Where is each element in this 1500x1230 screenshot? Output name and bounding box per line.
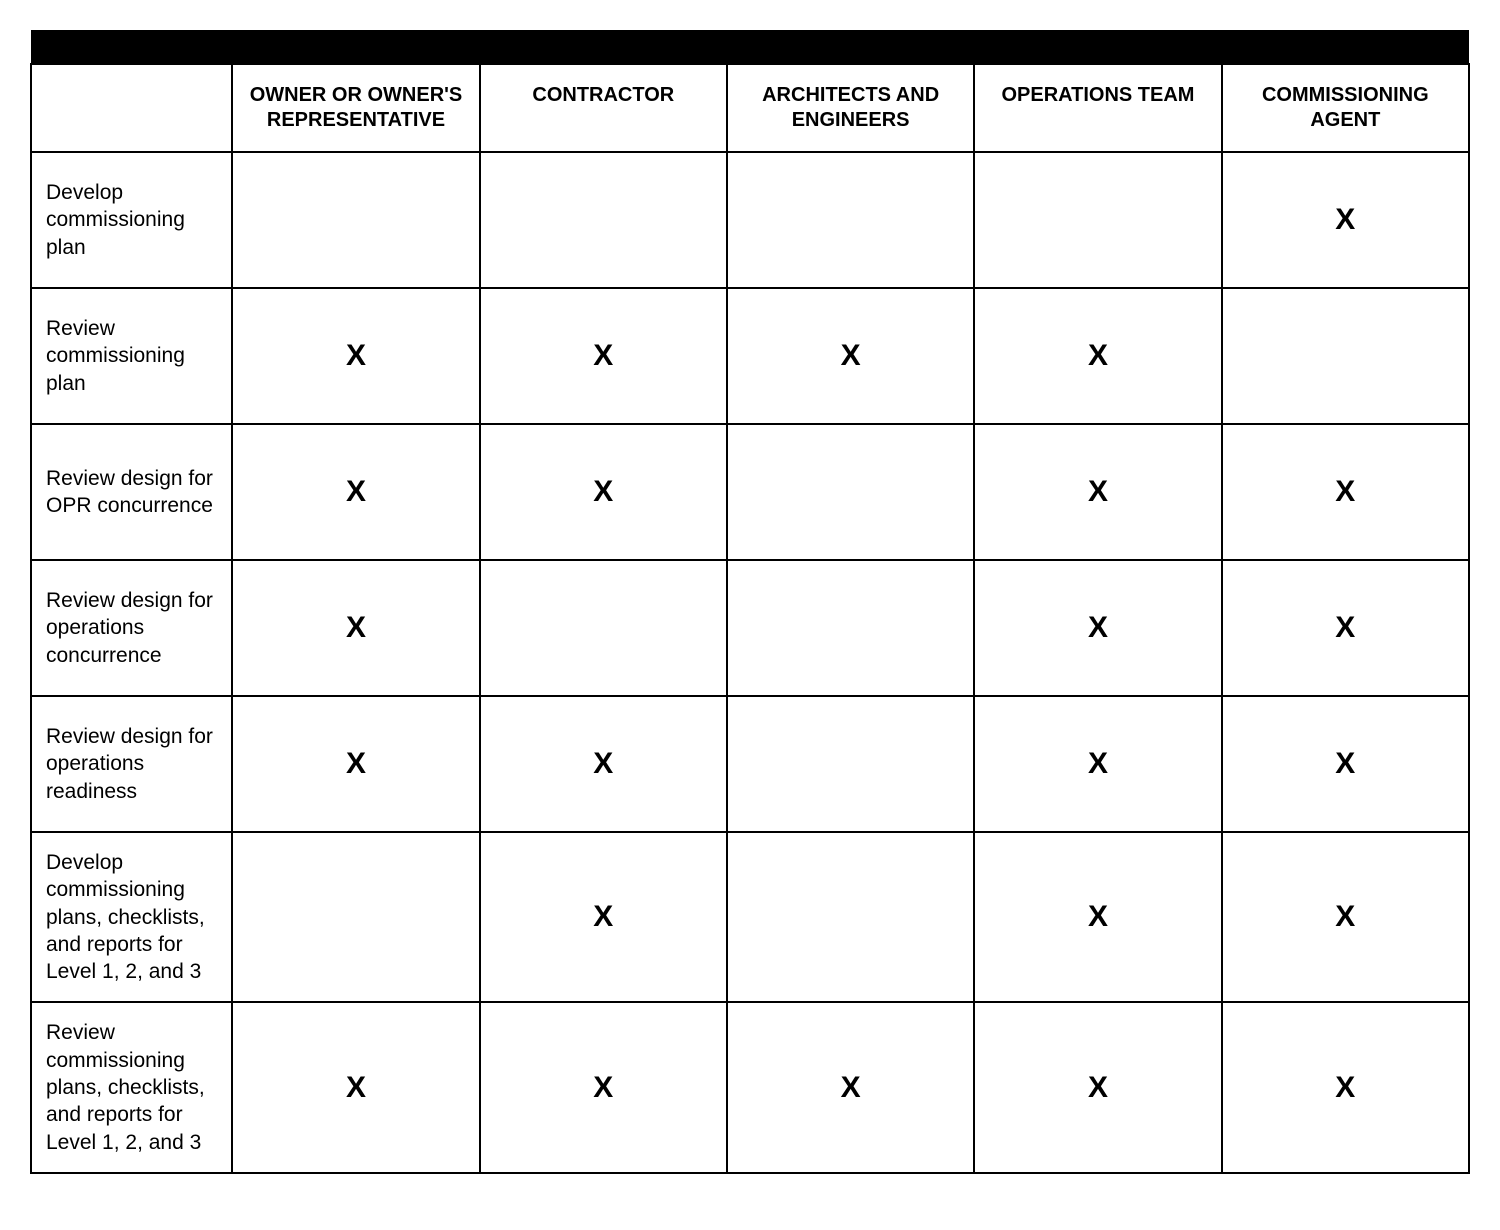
mark-cell	[232, 832, 479, 1002]
header-blank	[31, 64, 232, 152]
col-header: ARCHITECTS AND ENGINEERS	[727, 64, 974, 152]
mark-cell: X	[974, 424, 1221, 560]
table-row: Review commissioning planXXXX	[31, 288, 1469, 424]
mark-cell	[1222, 288, 1469, 424]
header-black-bar	[31, 30, 1469, 64]
mark-cell: X	[1222, 152, 1469, 288]
row-label: Review commissioning plan	[31, 288, 232, 424]
mark-cell: X	[232, 1002, 479, 1172]
table-row: Review design for operations readinessXX…	[31, 696, 1469, 832]
mark-cell: X	[232, 696, 479, 832]
mark-cell	[727, 696, 974, 832]
col-header: OWNER OR OWNER'S REPRESENTATIVE	[232, 64, 479, 152]
mark-cell	[727, 832, 974, 1002]
table-row: Review commissioning plans, checklists, …	[31, 1002, 1469, 1172]
table-row: Develop commissioning plans, checklists,…	[31, 832, 1469, 1002]
mark-cell: X	[480, 832, 727, 1002]
mark-cell	[480, 152, 727, 288]
mark-cell: X	[974, 288, 1221, 424]
mark-cell: X	[974, 832, 1221, 1002]
table-row: Review design for OPR concurrenceXXXX	[31, 424, 1469, 560]
mark-cell: X	[727, 1002, 974, 1172]
matrix-body: Develop commissioning planXReview commis…	[31, 152, 1469, 1173]
row-label: Develop commissioning plan	[31, 152, 232, 288]
mark-cell	[727, 560, 974, 696]
mark-cell: X	[232, 560, 479, 696]
mark-cell: X	[232, 288, 479, 424]
row-label: Review design for operations readiness	[31, 696, 232, 832]
mark-cell	[727, 424, 974, 560]
table-row: Develop commissioning plan X	[31, 152, 1469, 288]
table-row: Review design for operations concurrence…	[31, 560, 1469, 696]
mark-cell: X	[974, 696, 1221, 832]
mark-cell: X	[974, 560, 1221, 696]
matrix-table: OWNER OR OWNER'S REPRESENTATIVE CONTRACT…	[30, 30, 1470, 1174]
col-header: OPERATIONS TEAM	[974, 64, 1221, 152]
mark-cell: X	[974, 1002, 1221, 1172]
mark-cell: X	[480, 288, 727, 424]
row-label: Review commissioning plans, checklists, …	[31, 1002, 232, 1172]
mark-cell	[232, 152, 479, 288]
mark-cell: X	[480, 1002, 727, 1172]
column-header-row: OWNER OR OWNER'S REPRESENTATIVE CONTRACT…	[31, 64, 1469, 152]
row-label: Review design for operations concurrence	[31, 560, 232, 696]
col-header: COMMISSIONING AGENT	[1222, 64, 1469, 152]
col-header: CONTRACTOR	[480, 64, 727, 152]
mark-cell	[974, 152, 1221, 288]
mark-cell: X	[232, 424, 479, 560]
mark-cell: X	[480, 424, 727, 560]
mark-cell	[480, 560, 727, 696]
responsibility-matrix: OWNER OR OWNER'S REPRESENTATIVE CONTRACT…	[30, 30, 1470, 1174]
mark-cell: X	[1222, 560, 1469, 696]
mark-cell: X	[727, 288, 974, 424]
mark-cell: X	[1222, 696, 1469, 832]
mark-cell: X	[1222, 424, 1469, 560]
mark-cell: X	[1222, 1002, 1469, 1172]
mark-cell: X	[1222, 832, 1469, 1002]
row-label: Review design for OPR concurrence	[31, 424, 232, 560]
mark-cell	[727, 152, 974, 288]
row-label: Develop commissioning plans, checklists,…	[31, 832, 232, 1002]
mark-cell: X	[480, 696, 727, 832]
